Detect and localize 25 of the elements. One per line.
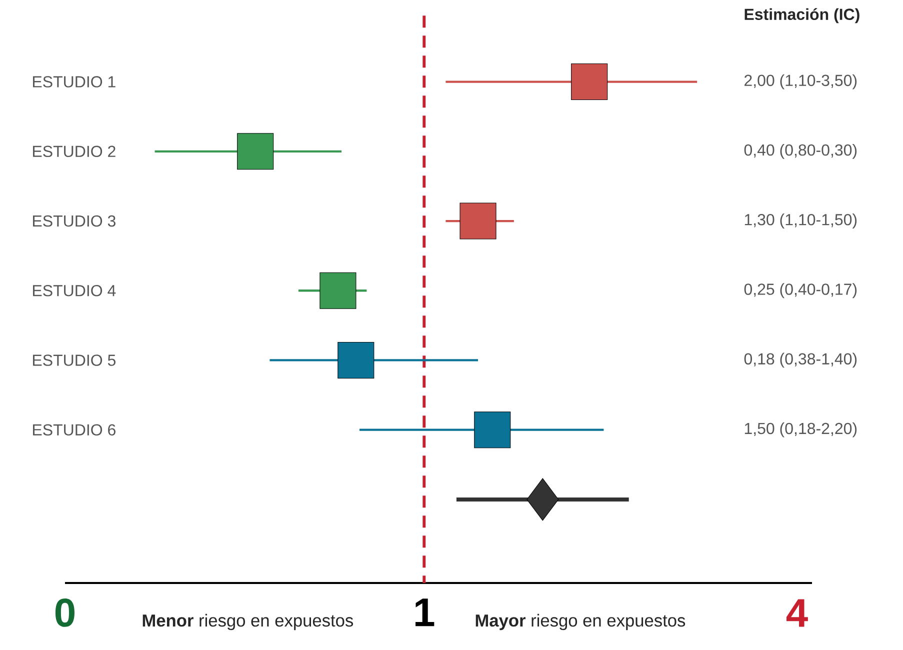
annotation: 0,18 (0,38-1,40) <box>744 352 857 368</box>
annotation: 0,40 (0,80-0,30) <box>744 144 857 159</box>
y-tick-label: ESTUDIO 4 <box>33 284 116 296</box>
annotation: 0,25 (0,40-0,17) <box>744 283 857 298</box>
annotation: 1,30 (1,10-1,50) <box>744 214 857 228</box>
text: Menor riesgo en expuestos <box>142 614 354 630</box>
y-tick-label: ESTUDIO 5 <box>33 354 116 366</box>
point <box>571 64 608 100</box>
annotation: 1,50 (0,18-2,20) <box>744 422 857 438</box>
x-tick-label: 1 <box>416 598 434 626</box>
point <box>474 412 511 448</box>
point <box>320 272 356 309</box>
text: Mayor riesgo en expuestos <box>476 614 686 630</box>
point <box>237 133 274 170</box>
y-tick-label: ESTUDIO 1 <box>33 76 116 88</box>
y-tick-label: ESTUDIO 6 <box>33 424 116 436</box>
annotation: Estimación (IC) <box>744 8 860 24</box>
text: 4 <box>786 599 808 627</box>
point <box>526 478 559 521</box>
point <box>460 202 496 240</box>
y-tick-label: ESTUDIO 2 <box>33 146 116 158</box>
annotation: 2,00 (1,10-3,50) <box>744 74 857 90</box>
y-tick-label: ESTUDIO 3 <box>33 215 116 227</box>
x-tick-label: 0 <box>55 598 74 627</box>
point <box>338 342 374 379</box>
